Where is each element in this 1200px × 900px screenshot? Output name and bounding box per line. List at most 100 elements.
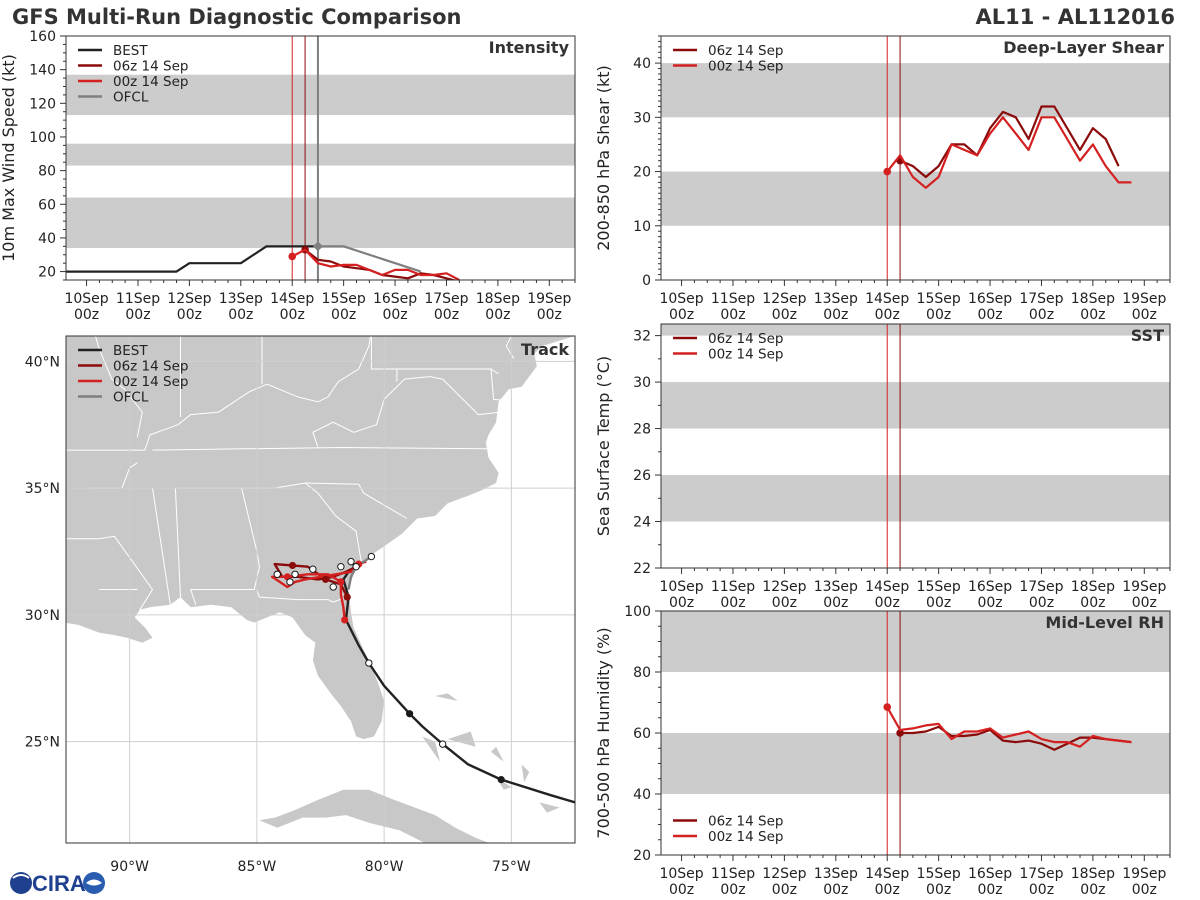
track-point-open-ofcl	[286, 578, 294, 586]
panel-title: Deep-Layer Shear	[1003, 38, 1164, 57]
land-island	[539, 802, 560, 813]
y-tick-label: 60	[38, 197, 56, 213]
x-tick-sublabel: 00z	[1029, 595, 1054, 611]
x-tick-sublabel: 00z	[485, 307, 510, 323]
y-axis-label: Sea Surface Temp (°C)	[594, 356, 613, 536]
legend-label: 00z 14 Sep	[708, 59, 783, 75]
panel-sst: 22242628303210Sep00z11Sep00z12Sep00z13Se…	[594, 323, 1171, 611]
series-line-run06	[899, 105, 1120, 179]
shaded-band	[661, 475, 1170, 522]
x-tick-label: 19Sep	[1122, 291, 1166, 307]
track-point-run00	[337, 578, 345, 586]
legend-label: BEST	[113, 43, 148, 59]
x-tick-label: 18Sep	[476, 291, 520, 307]
x-tick-label: 13Sep	[219, 291, 263, 307]
x-tick-sublabel: 00z	[977, 307, 1002, 323]
x-tick-label: 17Sep	[424, 291, 468, 307]
x-tick-sublabel: 00z	[669, 595, 694, 611]
track-point-open-ofcl	[352, 562, 360, 571]
x-tick-label: 12Sep	[762, 866, 806, 882]
lat-label: 35°N	[25, 481, 60, 497]
x-tick-sublabel: 00z	[823, 307, 848, 323]
x-tick-label: 13Sep	[814, 291, 858, 307]
legend-label: 06z 14 Sep	[708, 814, 783, 830]
lat-label: 40°N	[25, 354, 60, 370]
state-border	[304, 482, 362, 562]
x-tick-sublabel: 00z	[434, 307, 459, 323]
x-tick-label: 17Sep	[1019, 866, 1063, 882]
series-marker-run00	[288, 252, 297, 261]
y-tick-label: 0	[642, 273, 651, 289]
land-cuba	[259, 789, 490, 843]
y-axis-label: 700-500 hPa Humidity (%)	[594, 627, 613, 838]
y-axis-label: 200-850 hPa Shear (kt)	[594, 65, 613, 251]
plot-area	[661, 611, 1170, 855]
x-tick-sublabel: 00z	[74, 307, 99, 323]
shaded-band	[661, 324, 1170, 336]
shaded-band	[661, 382, 1170, 429]
x-tick-label: 17Sep	[1019, 291, 1063, 307]
series-marker-run00	[883, 703, 892, 711]
legend-label: 00z 14 Sep	[113, 74, 188, 90]
x-tick-sublabel: 00z	[875, 882, 900, 898]
panel-track: 90°W 85°W 80°W 75°W 25°N 30°N 35°N 40°N Track BES…	[25, 335, 576, 875]
x-tick-label: 19Sep	[527, 291, 571, 307]
land-island	[447, 731, 476, 747]
lat-label: 25°N	[25, 735, 60, 751]
state-border	[174, 488, 181, 598]
x-tick-sublabel: 00z	[1132, 595, 1157, 611]
y-tick-label: 80	[38, 164, 56, 180]
y-tick-label: 28	[633, 422, 651, 438]
x-tick-sublabel: 00z	[1029, 882, 1054, 898]
track-point-open-best	[365, 659, 373, 667]
state-border	[490, 368, 509, 402]
land-island	[435, 693, 458, 701]
x-tick-sublabel: 00z	[280, 307, 305, 323]
map-frame	[65, 335, 576, 844]
track-point-best	[497, 776, 505, 784]
panel-frame	[65, 35, 576, 281]
legend-label: 06z 14 Sep	[708, 331, 783, 347]
state-border	[94, 336, 143, 438]
legend-label: 06z 14 Sep	[113, 59, 188, 75]
map-area	[66, 336, 575, 843]
lon-label: 75°W	[492, 859, 531, 875]
x-tick-sublabel: 00z	[1132, 307, 1157, 323]
y-tick-label: 40	[633, 787, 651, 803]
series-marker-run06	[896, 729, 904, 737]
panel-title: Mid-Level RH	[1045, 613, 1164, 632]
x-tick-sublabel: 00z	[823, 595, 848, 611]
state-border	[152, 446, 489, 451]
lon-label: 90°W	[110, 859, 149, 875]
x-tick-sublabel: 00z	[382, 307, 407, 323]
y-tick-label: 80	[633, 665, 651, 681]
x-tick-label: 15Sep	[917, 291, 961, 307]
x-tick-sublabel: 00z	[720, 595, 745, 611]
panel-rh: 2040608010010Sep00z11Sep00z12Sep00z13Sep…	[594, 604, 1171, 898]
y-tick-label: 140	[29, 63, 56, 79]
x-tick-label: 10Sep	[64, 291, 108, 307]
svg-text:CIRA: CIRA	[32, 871, 86, 896]
track-point-run00	[341, 616, 349, 624]
x-tick-sublabel: 00z	[669, 882, 694, 898]
x-tick-label: 18Sep	[1071, 291, 1115, 307]
x-tick-label: 16Sep	[968, 866, 1012, 882]
x-tick-label: 15Sep	[917, 866, 961, 882]
lon-label: 80°W	[365, 859, 404, 875]
x-tick-label: 12Sep	[762, 579, 806, 595]
series-line-run00	[886, 706, 1132, 748]
x-tick-label: 15Sep	[322, 291, 366, 307]
panel-title: Intensity	[489, 38, 570, 57]
y-tick-label: 32	[633, 329, 651, 345]
y-tick-label: 30	[633, 375, 651, 391]
shaded-band	[66, 197, 575, 249]
legend-label: OFCL	[113, 90, 149, 106]
state-border	[312, 376, 443, 448]
x-tick-label: 14Sep	[865, 291, 909, 307]
y-tick-label: 24	[633, 515, 651, 531]
x-tick-sublabel: 00z	[125, 307, 150, 323]
legend-label: 06z 14 Sep	[113, 359, 188, 375]
lat-label: 30°N	[25, 608, 60, 624]
x-tick-sublabel: 00z	[720, 307, 745, 323]
x-tick-label: 13Sep	[814, 579, 858, 595]
